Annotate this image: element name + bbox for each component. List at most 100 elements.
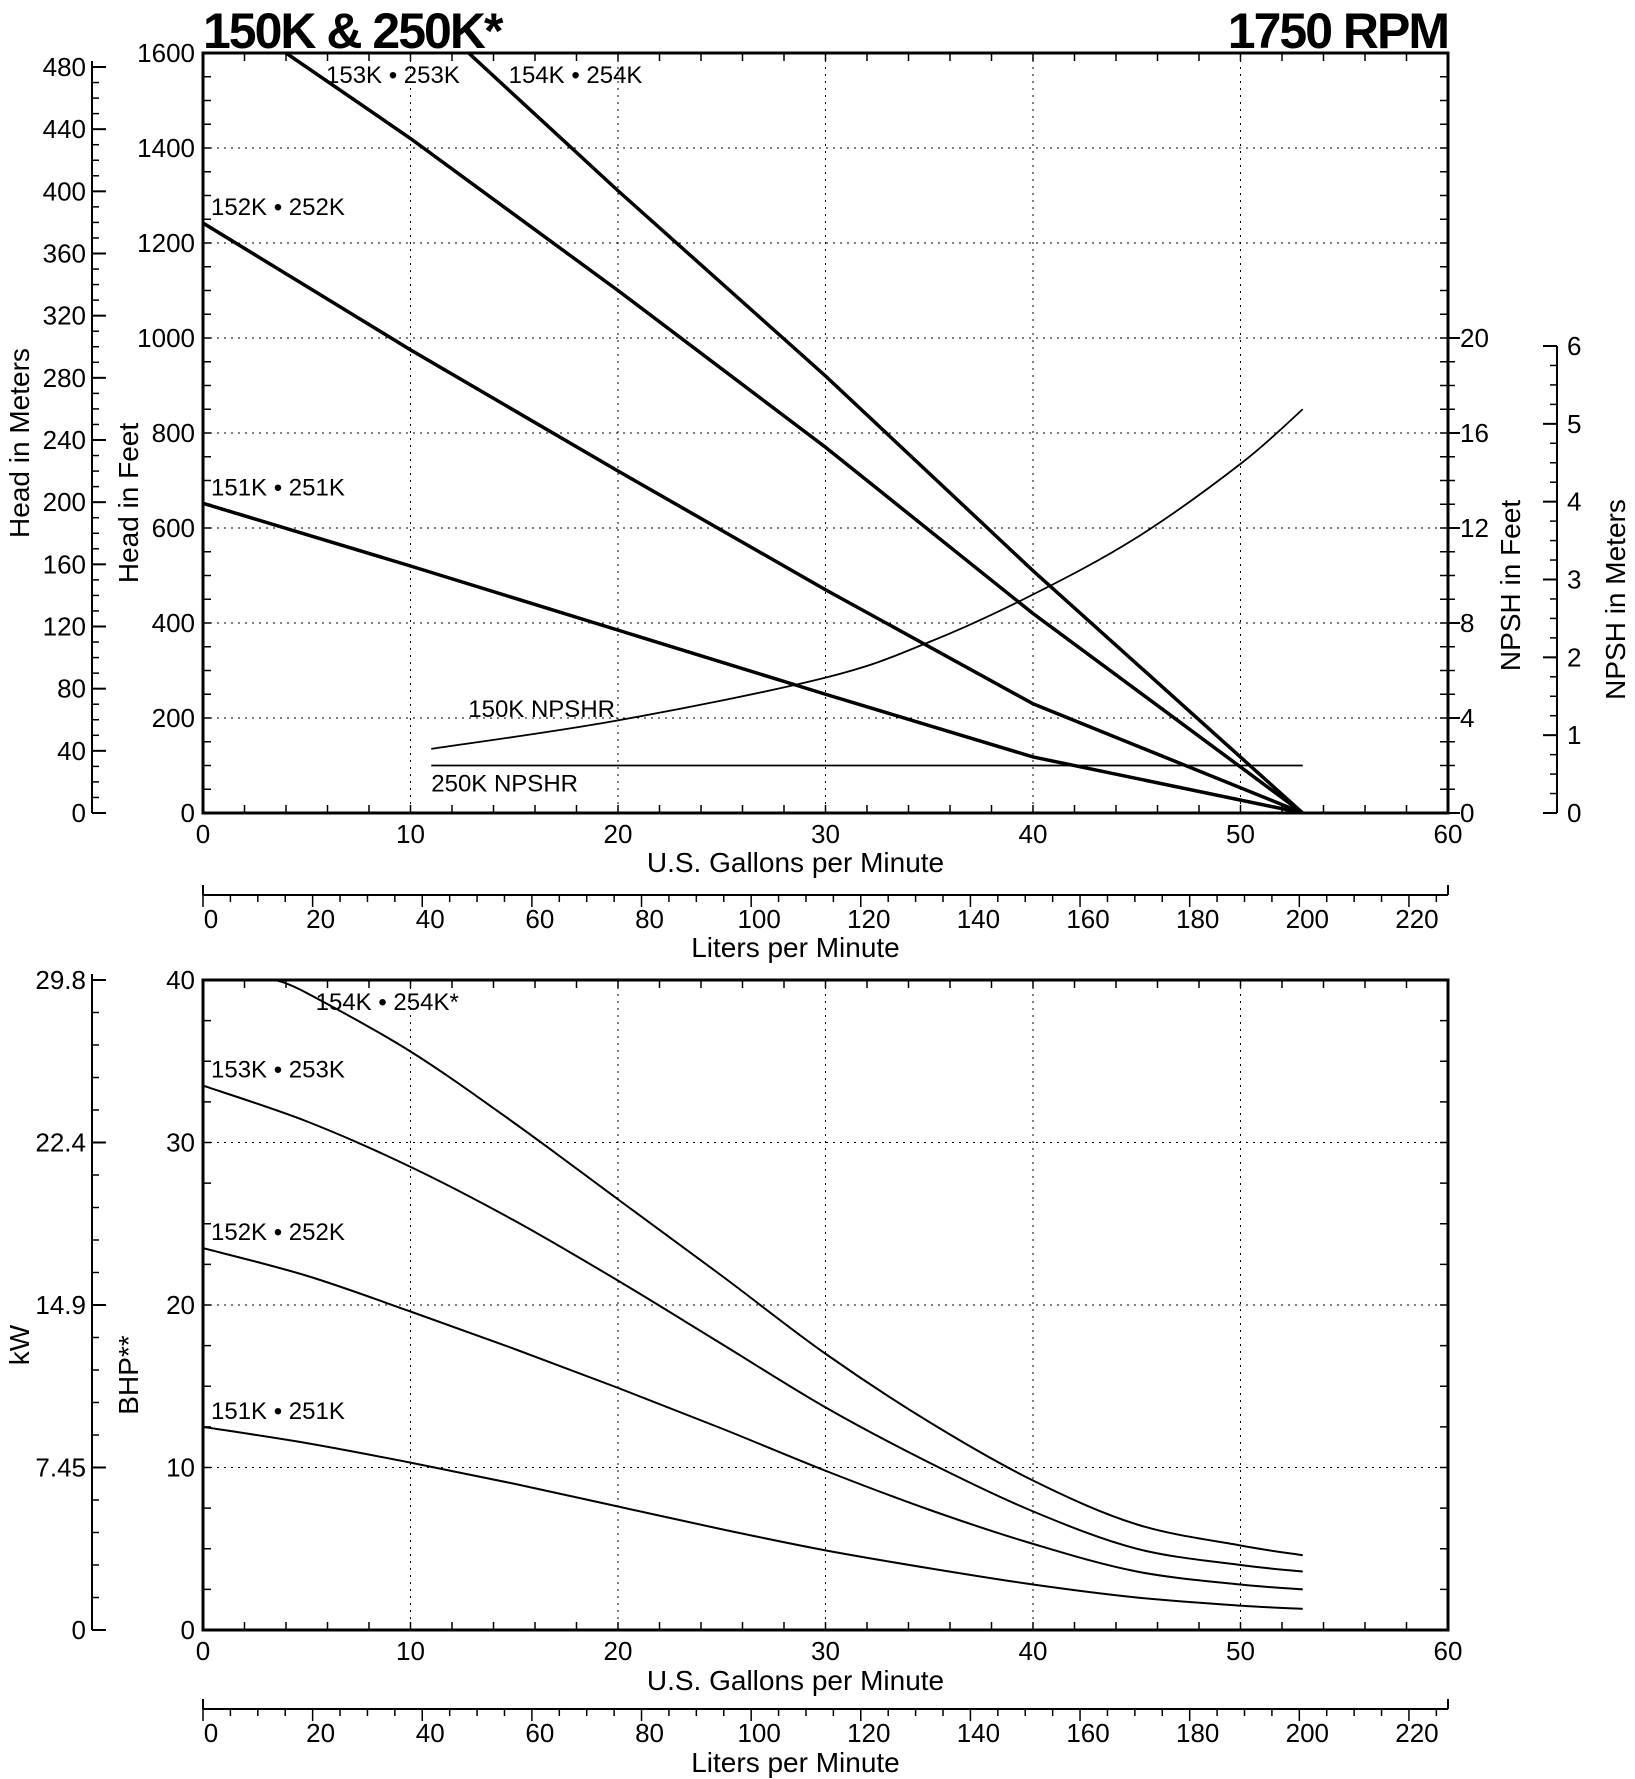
liters-tick-label: 20 [306,1718,335,1748]
y-tick-label: 200 [152,703,195,733]
liters-tick-label: 20 [306,904,335,934]
left-secondary-tick-label: 200 [43,487,86,517]
left-secondary-tick-label: 360 [43,239,86,269]
series-label: 151K • 251K [211,1398,345,1425]
y-tick-label: 0 [181,798,195,828]
x-tick-label: 10 [396,1636,425,1666]
npsh-meters-tick-label: 5 [1567,409,1581,439]
npsh-feet-tick-label: 4 [1460,703,1474,733]
left-secondary-tick-label: 280 [43,363,86,393]
left-secondary-tick-label: 480 [43,52,86,82]
x-axis-title: U.S. Gallons per Minute [647,1665,944,1696]
npsh-meters-tick-label: 2 [1567,642,1581,672]
y-tick-label: 1600 [137,38,195,68]
left-secondary-tick-label: 0 [72,1615,86,1645]
x-tick-label: 60 [1434,819,1463,849]
y-tick-label: 1000 [137,323,195,353]
series-label: 151K • 251K [211,474,345,501]
liters-tick-label: 200 [1286,1718,1329,1748]
series-label: 152K • 252K [211,1219,345,1246]
y-tick-label: 1200 [137,228,195,258]
npsh-meters-tick-label: 4 [1567,487,1581,517]
npsh-meters-tick-label: 6 [1567,331,1581,361]
liters-tick-label: 140 [957,904,1000,934]
y-tick-label: 1400 [137,133,195,163]
series-label: 152K • 252K [211,194,345,221]
npsh-feet-tick-label: 8 [1460,608,1474,638]
left-secondary-tick-label: 7.45 [35,1453,86,1483]
liters-tick-label: 80 [635,904,664,934]
liters-tick-label: 100 [737,904,780,934]
liters-tick-label: 200 [1286,904,1329,934]
series-line-3 [275,980,1303,1557]
series-line-0 [203,1425,1303,1610]
left-secondary-tick-label: 80 [57,674,86,704]
liters-tick-label: 60 [525,904,554,934]
liters-tick-label: 40 [416,1718,445,1748]
left-secondary-tick-label: 120 [43,612,86,642]
x-tick-label: 10 [396,819,425,849]
x-axis-title: U.S. Gallons per Minute [647,847,944,878]
bhp-chart-panel: 0 10 20 30 40 0 10 20 30 40 50 60 U.S. Gallons per M… [4,965,1462,1778]
npsh-meters-tick-label: 3 [1567,565,1581,595]
y-tick-label: 0 [181,1615,195,1645]
liters-tick-label: 140 [957,1718,1000,1748]
x-tick-label: 40 [1019,1636,1048,1666]
y-tick-label: 10 [166,1453,195,1483]
y-tick-label: 30 [166,1128,195,1158]
series-label: 153K • 253K [326,62,460,89]
x-tick-label: 20 [604,1636,633,1666]
left-secondary-tick-label: 440 [43,114,86,144]
series-line-2 [285,53,1304,813]
liters-tick-label: 220 [1395,1718,1438,1748]
left-secondary-tick-label: 160 [43,549,86,579]
series-line-3 [467,53,1304,813]
npsh-meters-tick-label: 0 [1567,798,1581,828]
npsh-feet-tick-label: 12 [1460,513,1489,543]
chart-title-left: 150K & 250K* [203,3,504,59]
liters-tick-label: 120 [847,904,890,934]
left-secondary-axis-title: kW [4,1324,35,1365]
liters-tick-label: 0 [204,904,218,934]
series-line-1 [203,221,1304,813]
liters-tick-label: 160 [1066,1718,1109,1748]
left-secondary-tick-label: 22.4 [35,1128,86,1158]
y-tick-label: 800 [152,418,195,448]
liters-tick-label: 40 [416,904,445,934]
series-label: 154K • 254K* [316,989,459,1016]
left-secondary-tick-label: 320 [43,301,86,331]
liters-tick-label: 80 [635,1718,664,1748]
liters-axis-title: Liters per Minute [691,932,900,963]
x-tick-label: 50 [1226,1636,1255,1666]
chart-title-right: 1750 RPM [1228,3,1448,59]
npshr-label: 150K NPSHR [468,696,615,723]
liters-tick-label: 180 [1176,904,1219,934]
series-label: 153K • 253K [211,1057,345,1084]
x-tick-label: 30 [811,1636,840,1666]
liters-tick-label: 60 [525,1718,554,1748]
series-line-1 [203,1247,1303,1591]
y-tick-label: 600 [152,513,195,543]
left-secondary-tick-label: 240 [43,425,86,455]
left-secondary-axis-title: Head in Meters [4,348,35,538]
liters-tick-label: 100 [737,1718,780,1748]
left-secondary-tick-label: 0 [72,798,86,828]
series-line-2 [203,1084,1303,1573]
x-tick-label: 0 [196,819,210,849]
y-axis-title: Head in Feet [113,423,144,584]
y-tick-label: 20 [166,1290,195,1320]
liters-tick-label: 180 [1176,1718,1219,1748]
npsh-feet-tick-label: 16 [1460,418,1489,448]
liters-axis-title: Liters per Minute [691,1747,900,1778]
left-secondary-tick-label: 14.9 [35,1290,86,1320]
left-secondary-tick-label: 400 [43,176,86,206]
npshr-label: 250K NPSHR [431,771,578,798]
npsh-feet-axis-title: NPSH in Feet [1495,500,1526,671]
left-secondary-tick-label: 40 [57,736,86,766]
x-tick-label: 40 [1019,819,1048,849]
y-tick-label: 40 [166,965,195,995]
npsh-meters-tick-label: 1 [1567,720,1581,750]
x-tick-label: 30 [811,819,840,849]
